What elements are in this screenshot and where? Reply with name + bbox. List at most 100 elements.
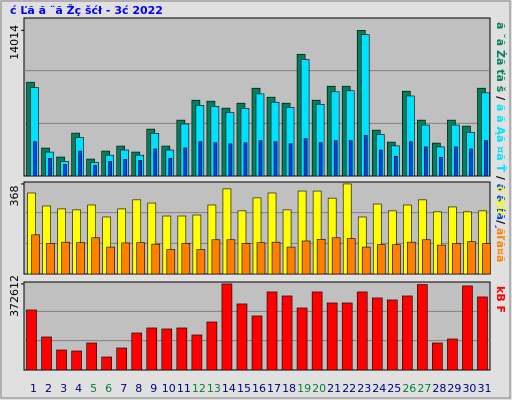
bar <box>101 356 112 371</box>
x-tick-label: 9 <box>150 382 157 395</box>
x-tick-label: 7 <box>120 382 127 395</box>
bar <box>477 296 488 371</box>
bar <box>296 307 308 371</box>
bar <box>108 161 112 177</box>
bar <box>348 140 353 177</box>
x-tick-label: 28 <box>432 382 446 395</box>
bar <box>196 249 206 275</box>
bar <box>378 149 383 177</box>
legend-entry: č¨Şĺč <box>494 186 507 216</box>
bar <box>166 249 176 275</box>
y-tick-label: 368 <box>8 185 21 206</box>
bar <box>116 347 128 371</box>
bar <box>168 158 173 177</box>
bar <box>256 242 266 275</box>
bar <box>123 159 128 177</box>
bar <box>151 243 161 275</box>
bar <box>243 142 248 177</box>
bar <box>241 243 251 275</box>
bar <box>258 140 263 177</box>
bar <box>439 156 443 177</box>
bar <box>271 241 281 275</box>
bar <box>221 283 233 371</box>
bar <box>181 243 191 275</box>
x-tick-label: 6 <box>105 382 112 395</box>
legend: ă ˘ă Żă ťă š / ă ă Ąă ¤ă Ť / ă ă źă ¸ <box>494 22 508 229</box>
bar <box>402 295 413 371</box>
bar <box>469 148 473 177</box>
x-tick-label: 17 <box>267 382 281 395</box>
x-tick-label: 4 <box>75 382 82 395</box>
x-tick-label: 18 <box>282 382 296 395</box>
bar <box>191 334 203 371</box>
x-tick-label: 12 <box>192 382 206 395</box>
x-tick-label: 15 <box>237 382 251 395</box>
bar <box>33 141 37 177</box>
bar <box>467 241 476 275</box>
bar <box>76 242 85 275</box>
x-tick-label: 3 <box>60 382 67 395</box>
bar <box>331 237 341 275</box>
bar <box>31 234 40 275</box>
bar <box>153 148 158 177</box>
bar <box>266 291 278 371</box>
bar <box>452 243 461 275</box>
bar <box>161 328 173 371</box>
bar <box>356 291 368 371</box>
x-tick-label: 31 <box>477 382 491 395</box>
bar <box>213 142 218 177</box>
bar <box>371 297 383 371</box>
x-tick-label: 10 <box>162 382 176 395</box>
x-tick-label: 27 <box>417 382 431 395</box>
bar <box>281 295 293 371</box>
bar <box>176 327 188 371</box>
bar <box>61 241 70 275</box>
bar <box>437 244 446 275</box>
bar <box>391 244 401 275</box>
bar <box>424 146 428 177</box>
bar <box>121 242 131 275</box>
x-tick-label: 25 <box>387 382 401 395</box>
bar <box>346 238 356 275</box>
bar <box>91 237 100 275</box>
x-tick-label: 24 <box>372 382 386 395</box>
bar <box>211 239 221 275</box>
bar <box>226 239 236 275</box>
x-tick-label: 19 <box>297 382 311 395</box>
bar <box>432 342 443 371</box>
x-tick-label: 5 <box>90 382 97 395</box>
bar <box>183 147 188 177</box>
bar <box>361 246 371 275</box>
bar <box>86 342 97 371</box>
bar <box>93 165 97 177</box>
legend-separator: / <box>494 92 507 104</box>
x-tick-label: 23 <box>357 382 371 395</box>
bar <box>26 309 37 371</box>
x-tick-label: 2 <box>45 382 52 395</box>
bar <box>286 246 296 275</box>
bar <box>301 240 311 275</box>
bar <box>393 155 398 177</box>
bar <box>482 243 491 275</box>
x-tick-label: 16 <box>252 382 266 395</box>
bar <box>136 242 146 275</box>
bar <box>273 141 278 177</box>
legend-entry: kB F <box>494 286 507 313</box>
bar <box>417 284 428 371</box>
x-tick-label: 26 <box>402 382 416 395</box>
bar <box>251 315 263 371</box>
bar <box>138 160 143 177</box>
x-tick-label: 22 <box>342 382 356 395</box>
bar <box>146 327 158 371</box>
legend-separator: / <box>494 172 507 184</box>
bar <box>288 143 293 177</box>
legend-entry: ă ă Ąă ¤ă Ť <box>494 104 507 173</box>
x-tick-label: 30 <box>462 382 476 395</box>
x-tick-label: 20 <box>312 382 326 395</box>
x-tick-label: 29 <box>447 382 461 395</box>
bar <box>46 243 55 275</box>
bar <box>78 150 82 177</box>
bar <box>341 302 353 371</box>
